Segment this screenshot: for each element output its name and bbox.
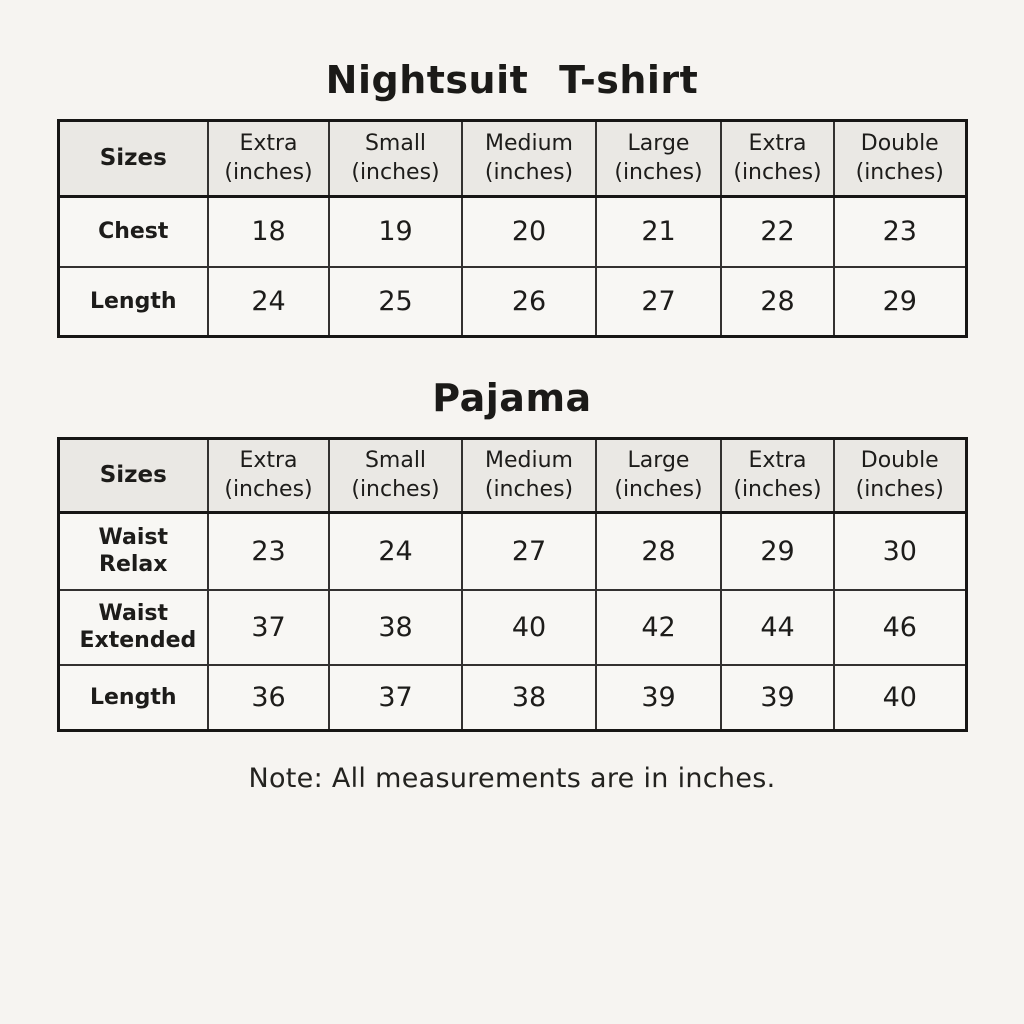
value-cell: 44	[720, 588, 835, 666]
pajama-size-table: Sizes Extra (inches) Small (inches) Medium…	[56, 437, 968, 732]
value-cell: 18	[207, 195, 330, 268]
value-cell: 23	[207, 511, 330, 591]
header-cell-small: Small (inches)	[328, 119, 463, 198]
value-cell: 26	[461, 265, 597, 338]
value-cell: 30	[833, 511, 967, 591]
row-label-length: Length	[57, 265, 209, 338]
value-cell: 25	[328, 265, 463, 338]
table-row-waist-relax: Waist Relax 23 24 27 28 29 30	[57, 511, 967, 591]
header-unit: (inches)	[224, 476, 313, 502]
tshirt-header-row: Sizes Extra (inches) Small (inches) Medium…	[57, 119, 967, 198]
value-cell: 39	[595, 663, 722, 732]
header-label: Small	[364, 130, 427, 156]
table-row-chest: Chest 18 19 20 21 22 23	[57, 195, 967, 268]
value-cell: 21	[595, 195, 722, 268]
header-label: Medium	[485, 130, 573, 156]
header-cell-extra-small: Extra (inches)	[207, 119, 330, 198]
value-cell: 29	[720, 511, 835, 591]
header-cell-medium: Medium (inches)	[461, 437, 597, 514]
header-label: Sizes	[99, 144, 167, 171]
header-label: Medium	[485, 447, 573, 473]
header-unit: (inches)	[224, 159, 313, 185]
header-unit: (inches)	[855, 159, 944, 185]
header-cell-large: Large (inches)	[595, 437, 722, 514]
value-cell: 27	[595, 265, 722, 338]
value-cell: 36	[207, 663, 330, 732]
value-cell: 37	[328, 663, 463, 732]
value-cell: 29	[833, 265, 967, 338]
value-cell: 42	[595, 588, 722, 666]
table-row-waist-extended: Waist Extended 37 38 40 42 44 46	[57, 588, 967, 666]
header-cell-small: Small (inches)	[328, 437, 463, 514]
value-cell: 20	[461, 195, 597, 268]
value-cell: 38	[461, 663, 597, 732]
header-label: Small	[364, 447, 427, 473]
value-cell: 40	[461, 588, 597, 666]
value-cell: 38	[328, 588, 463, 666]
header-label: Extra	[239, 447, 298, 473]
header-unit: (inches)	[484, 476, 574, 502]
row-label-length: Length	[57, 663, 209, 732]
header-label: Sizes	[99, 461, 167, 488]
header-cell-extra-large: Extra (inches)	[720, 437, 835, 514]
header-cell-large: Large (inches)	[595, 119, 722, 198]
header-label: Large	[627, 130, 690, 156]
pajama-header-row: Sizes Extra (inches) Small (inches) Medium…	[57, 437, 967, 514]
header-cell-sizes: Sizes	[57, 119, 209, 198]
value-cell: 46	[833, 588, 967, 666]
value-cell: 22	[720, 195, 835, 268]
table-row-length: Length 36 37 38 39 39 40	[57, 663, 967, 732]
header-unit: (inches)	[614, 159, 703, 185]
table-row-length: Length 24 25 26 27 28 29	[57, 265, 967, 338]
header-label: Double	[860, 447, 939, 473]
value-cell: 23	[833, 195, 967, 268]
header-label: Extra	[239, 130, 298, 156]
header-cell-sizes: Sizes	[57, 437, 209, 514]
value-cell: 40	[833, 663, 967, 732]
header-cell-extra-large: Extra (inches)	[720, 119, 835, 198]
header-label: Double	[860, 130, 939, 156]
header-cell-extra-small: Extra (inches)	[207, 437, 330, 514]
value-cell: 28	[595, 511, 722, 591]
value-cell: 24	[328, 511, 463, 591]
header-label: Extra	[748, 130, 807, 156]
header-label: Extra	[748, 447, 807, 473]
header-unit: (inches)	[614, 476, 703, 502]
value-cell: 24	[207, 265, 330, 338]
tshirt-size-table: Sizes Extra (inches) Small (inches) Medium…	[56, 119, 968, 338]
value-cell: 39	[720, 663, 835, 732]
value-cell: 19	[328, 195, 463, 268]
tshirt-section-title: Nightsuit T-shirt	[325, 58, 699, 102]
header-cell-double: Double (inches)	[833, 437, 967, 514]
value-cell: 27	[461, 511, 597, 591]
header-unit: (inches)	[351, 159, 440, 185]
header-unit: (inches)	[351, 476, 440, 502]
value-cell: 37	[207, 588, 330, 666]
note-text: Note: All measurements are in inches.	[248, 763, 776, 794]
row-label-chest: Chest	[57, 195, 209, 268]
header-unit: (inches)	[484, 159, 574, 185]
header-cell-medium: Medium (inches)	[461, 119, 597, 198]
pajama-section-title: Pajama	[432, 376, 592, 420]
value-cell: 28	[720, 265, 835, 338]
header-label: Large	[627, 447, 690, 473]
header-unit: (inches)	[855, 476, 944, 502]
row-label-waist-extended: Waist Extended	[57, 588, 209, 666]
header-unit: (inches)	[733, 476, 822, 502]
header-unit: (inches)	[733, 159, 822, 185]
header-cell-double: Double (inches)	[833, 119, 967, 198]
row-label-waist-relax: Waist Relax	[57, 511, 209, 591]
